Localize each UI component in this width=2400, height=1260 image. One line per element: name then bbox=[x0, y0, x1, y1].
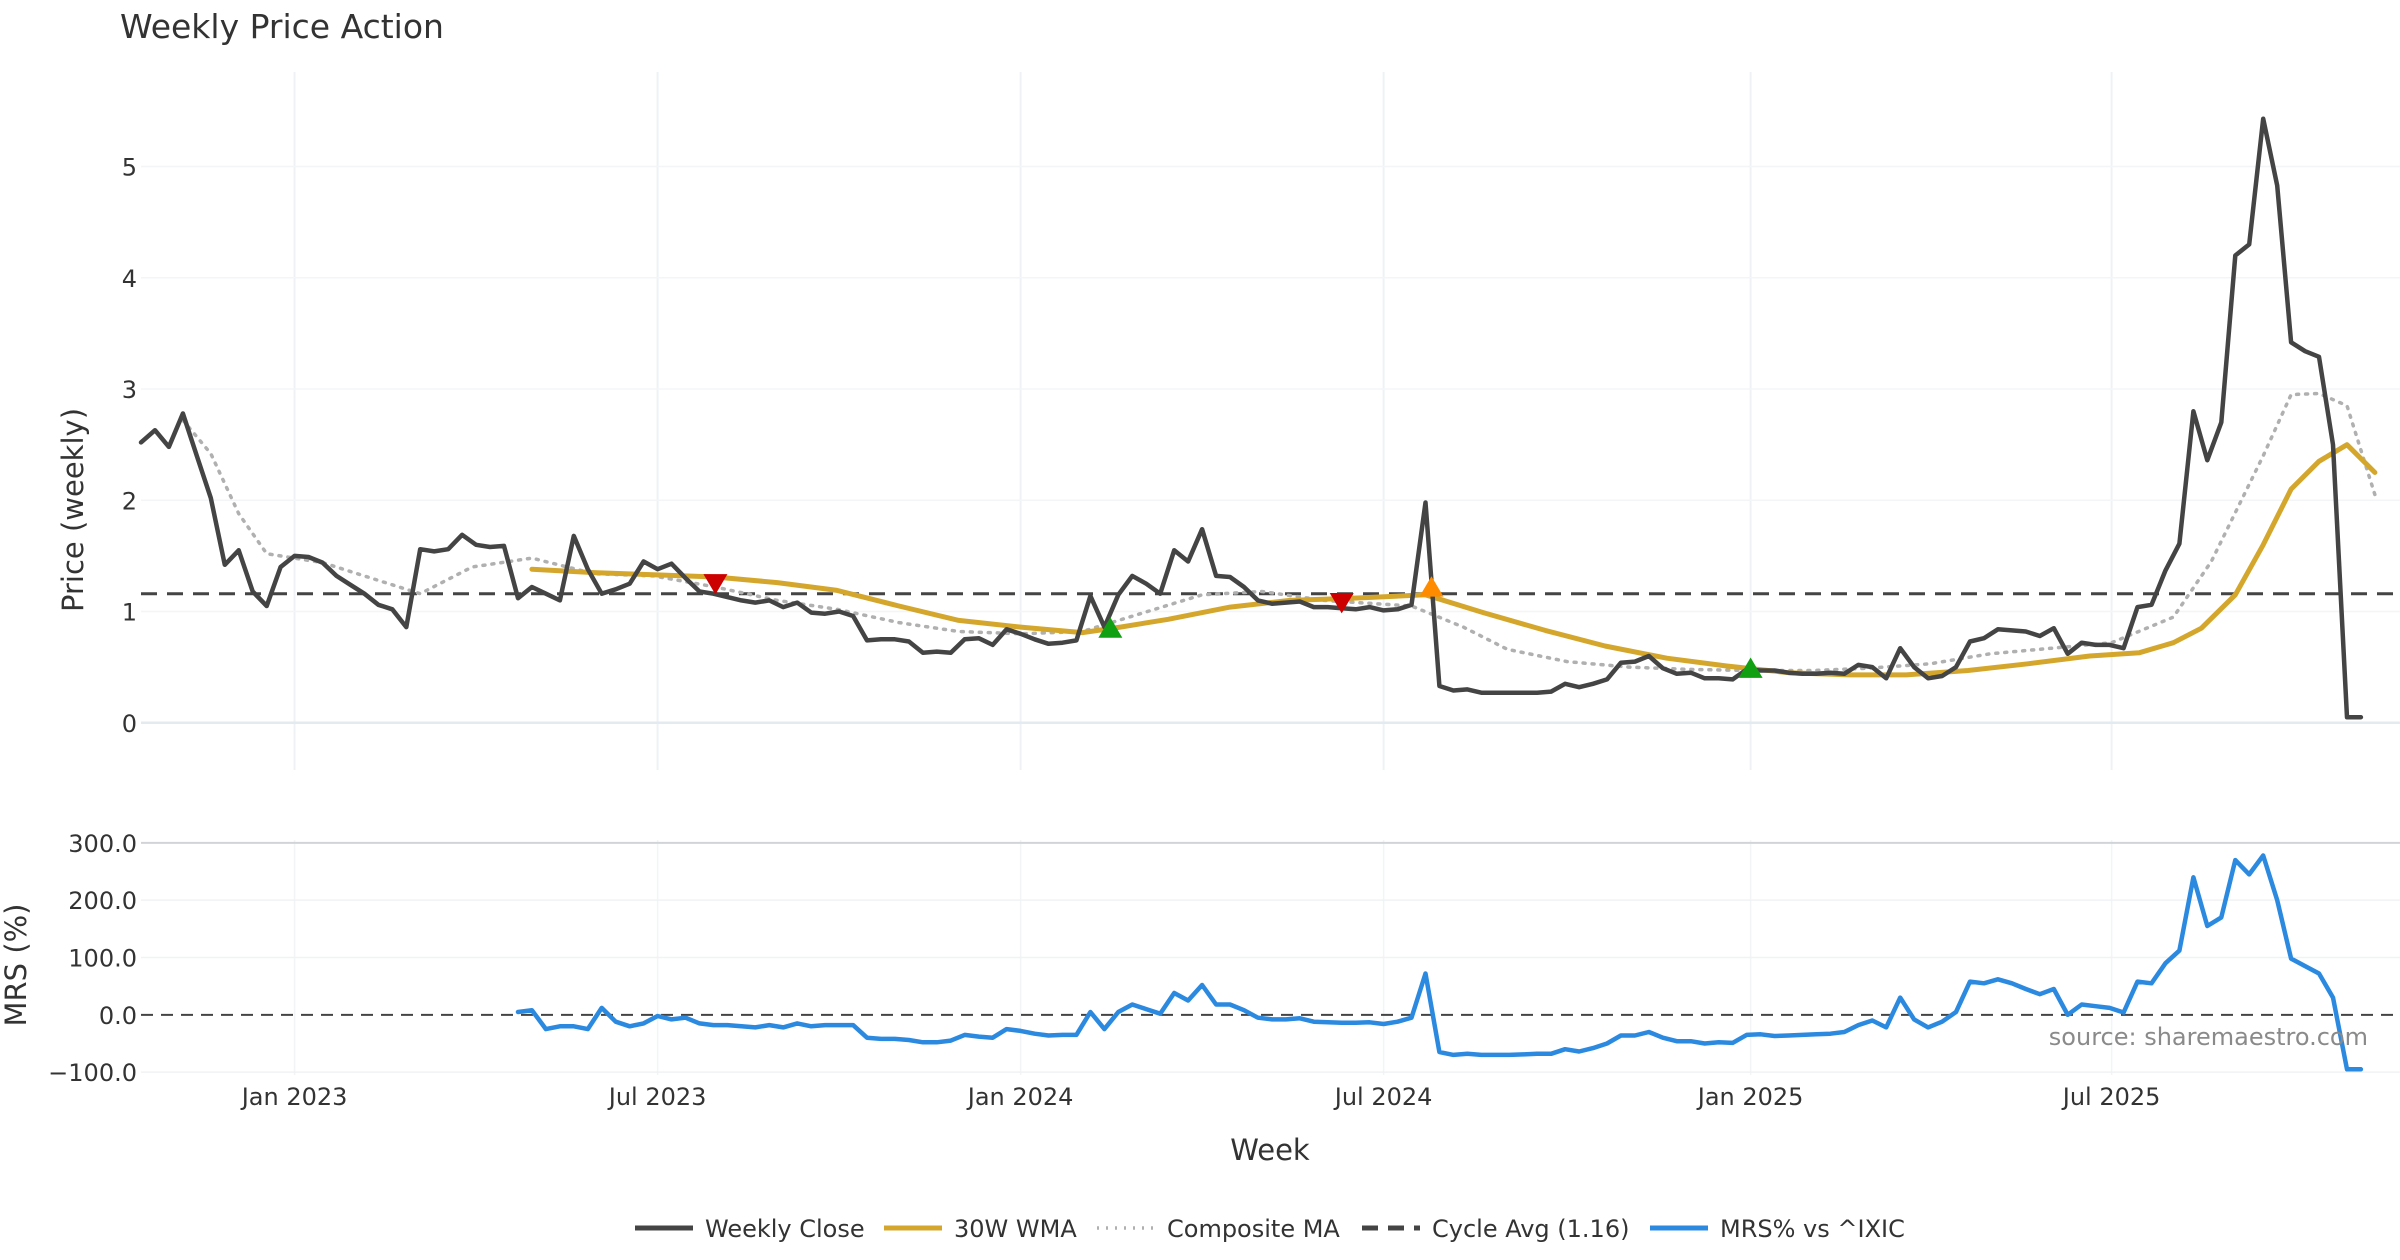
series-weekly-close bbox=[138, 116, 2364, 720]
grid-layer bbox=[141, 72, 2400, 1075]
x-ticks: Jan 2023 Jul 2023 Jan 2024 Jul 2024 Jan 2025… bbox=[240, 1083, 2161, 1111]
legend-item: Weekly Close bbox=[635, 1215, 865, 1243]
mrs-y-tick-label: 100.0 bbox=[68, 945, 137, 973]
price-y-tick-label: 1 bbox=[122, 599, 137, 627]
x-tick-label: Jan 2024 bbox=[966, 1083, 1074, 1111]
series-layer bbox=[138, 116, 2378, 1072]
legend-label: Weekly Close bbox=[705, 1215, 865, 1243]
signal-marker-triangle-up bbox=[1098, 617, 1123, 638]
series-mrs-vs-ixic bbox=[515, 853, 2364, 1072]
legend-label: 30W WMA bbox=[954, 1215, 1077, 1243]
price-y-tick-label: 0 bbox=[122, 710, 137, 738]
legend-item: MRS% vs ^IXIC bbox=[1650, 1215, 1905, 1243]
price-y-tick-label: 2 bbox=[122, 487, 137, 515]
signal-marker-triangle-up bbox=[1738, 657, 1763, 678]
price-y-tick-label: 5 bbox=[122, 154, 137, 182]
series-30w-wma bbox=[529, 442, 2378, 678]
signal-marker-triangle-down bbox=[703, 574, 728, 595]
series-composite-ma bbox=[181, 391, 2377, 673]
mrs-axis-title: MRS (%) bbox=[0, 904, 33, 1027]
mrs-y-tick-label: 300.0 bbox=[68, 830, 137, 858]
source-watermark: source: sharemaestro.com bbox=[2049, 1023, 2368, 1051]
price-y-ticks: 0 1 2 3 4 5 bbox=[122, 154, 137, 738]
signal-marker-triangle-down bbox=[1329, 593, 1354, 614]
price-y-tick-label: 3 bbox=[122, 376, 137, 404]
legend-item: Cycle Avg (1.16) bbox=[1362, 1215, 1629, 1243]
mrs-y-ticks: 300.0 200.0 100.0 0.0 −100.0 bbox=[48, 830, 137, 1087]
mrs-y-tick-label: 200.0 bbox=[68, 887, 137, 915]
price-axis-title: Price (weekly) bbox=[56, 408, 90, 612]
x-tick-label: Jul 2024 bbox=[1333, 1083, 1433, 1111]
x-axis-title: Week bbox=[1230, 1133, 1310, 1167]
legend-item: 30W WMA bbox=[884, 1215, 1077, 1243]
x-tick-label: Jan 2023 bbox=[240, 1083, 348, 1111]
mrs-y-tick-label: 0.0 bbox=[99, 1002, 137, 1030]
signal-marker-triangle-up bbox=[1419, 576, 1444, 597]
reference-lines bbox=[141, 592, 2400, 1016]
chart-title: Weekly Price Action bbox=[120, 7, 444, 46]
legend-label: Cycle Avg (1.16) bbox=[1432, 1215, 1629, 1243]
x-tick-label: Jan 2025 bbox=[1696, 1083, 1804, 1111]
price-y-tick-label: 4 bbox=[122, 265, 137, 293]
mrs-y-tick-label: −100.0 bbox=[48, 1059, 137, 1087]
legend: Weekly Close 30W WMA Composite MA Cycle Avg… bbox=[635, 1215, 1905, 1243]
signal-markers bbox=[703, 574, 1763, 678]
legend-label: MRS% vs ^IXIC bbox=[1720, 1215, 1905, 1243]
legend-label: Composite MA bbox=[1167, 1215, 1340, 1243]
x-tick-label: Jul 2025 bbox=[2061, 1083, 2161, 1111]
legend-item: Composite MA bbox=[1097, 1215, 1340, 1243]
x-tick-label: Jul 2023 bbox=[607, 1083, 707, 1111]
